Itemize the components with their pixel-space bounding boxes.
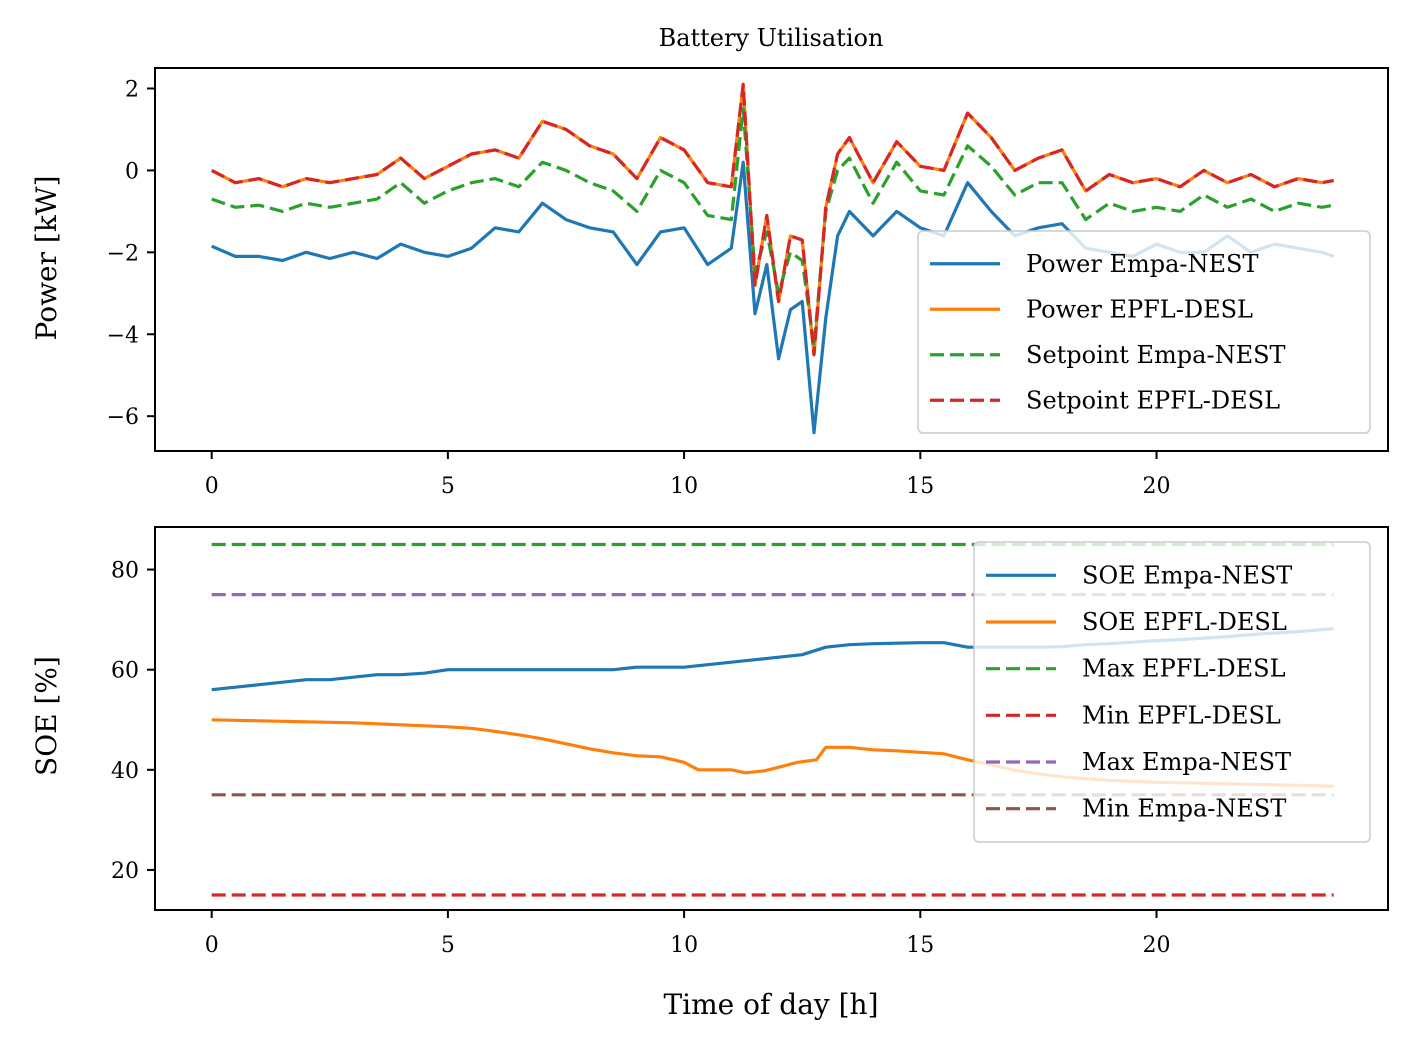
x-tick-label: 10	[670, 933, 698, 958]
legend-label-min-empa-nest: Min Empa-NEST	[1082, 795, 1286, 823]
soe-x-axis-label: Time of day [h]	[664, 988, 879, 1021]
axes-frame	[154, 67, 1389, 452]
x-tick-label: 5	[441, 474, 455, 499]
axes-frame	[154, 526, 1389, 911]
y-tick-label: 20	[111, 859, 139, 884]
legend-box	[917, 230, 1371, 434]
x-tick-label: 15	[906, 474, 934, 499]
legend-label-setpoint-empa-nest: Setpoint Empa-NEST	[1026, 341, 1286, 369]
legend-label-max-empa-nest: Max Empa-NEST	[1082, 748, 1291, 776]
legend-label-soe-empa-nest: SOE Empa-NEST	[1082, 561, 1292, 589]
power-legend: Power Empa-NEST Power EPFL-DESL Setpoint E…	[917, 230, 1371, 434]
x-tick-label: 0	[205, 474, 219, 499]
x-tick-label: 0	[205, 933, 219, 958]
soe-legend: SOE Empa-NEST SOE EPFL-DESL Max EPFL-DESL M…	[973, 541, 1371, 843]
soe-y-axis-label: SOE [%]	[30, 656, 63, 776]
series-line-setpoint-epfl-desl	[210, 82, 1334, 357]
legend-label-power-empa-nest: Power Empa-NEST	[1026, 250, 1259, 278]
legend-label-power-epfl-desl: Power EPFL-DESL	[1026, 295, 1253, 323]
y-tick-label: 80	[111, 559, 139, 584]
x-tick-label: 10	[670, 474, 698, 499]
power-panel: Battery Utilisation Power [kW] 0 5 10 15 202…	[30, 24, 1389, 499]
chart-title: Battery Utilisation	[659, 24, 884, 52]
power-y-axis-label: Power [kW]	[30, 176, 63, 341]
legend-box	[973, 541, 1371, 843]
y-tick-label: 60	[111, 659, 139, 684]
y-tick-label: 40	[111, 759, 139, 784]
legend-label-max-epfl-desl: Max EPFL-DESL	[1082, 655, 1286, 683]
legend-label-min-epfl-desl: Min EPFL-DESL	[1082, 701, 1281, 729]
y-tick-label: −6	[107, 405, 139, 430]
y-tick-label: 0	[125, 159, 139, 184]
legend-label-setpoint-epfl-desl: Setpoint EPFL-DESL	[1026, 386, 1280, 414]
y-tick-label: −4	[107, 323, 139, 348]
y-tick-label: 2	[125, 77, 139, 102]
x-tick-label: 15	[906, 933, 934, 958]
legend-label-soe-epfl-desl: SOE EPFL-DESL	[1082, 608, 1287, 636]
y-tick-label: −2	[107, 241, 139, 266]
x-tick-label: 5	[441, 933, 455, 958]
x-tick-label: 20	[1143, 933, 1171, 958]
x-tick-label: 20	[1143, 474, 1171, 499]
soe-panel: SOE [%] Time of day [h] 0 5 10 15 20 80 60 40 20…	[30, 526, 1389, 1021]
